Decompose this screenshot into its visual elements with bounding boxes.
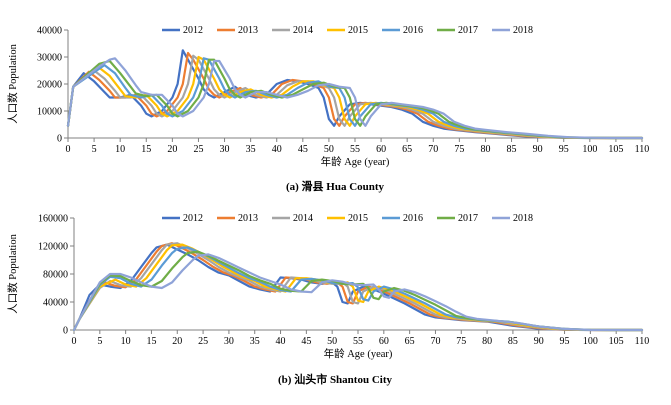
legend-item-2012: 2012: [162, 25, 203, 36]
y-tick-label: 0: [63, 326, 68, 337]
x-tick-label: 105: [608, 144, 623, 155]
legend-label: 2018: [513, 213, 533, 224]
x-tick-label: 60: [379, 336, 389, 347]
y-tick-label: 0: [57, 134, 62, 145]
series-line-2018: [66, 57, 644, 140]
y-tick-label: 30000: [37, 53, 62, 64]
y-tick-label: 120000: [38, 242, 68, 253]
legend-label: 2013: [238, 25, 258, 36]
legend-label: 2017: [458, 25, 478, 36]
x-tick-label: 90: [533, 144, 543, 155]
x-tick-label: 100: [583, 336, 598, 347]
legend-item-2014: 2014: [272, 25, 313, 36]
x-tick-label: 5: [97, 336, 102, 347]
legend-label: 2012: [183, 213, 203, 224]
x-tick-label: 5: [92, 144, 97, 155]
legend-label: 2016: [403, 25, 423, 36]
y-axis-title: 人口数 Population: [6, 233, 19, 313]
x-tick-label: 35: [246, 144, 256, 155]
legend-item-2018: 2018: [492, 213, 533, 224]
legend-label: 2013: [238, 213, 258, 224]
x-tick-label: 25: [198, 336, 208, 347]
legend-item-2013: 2013: [217, 213, 258, 224]
y-tick-label: 40000: [37, 26, 62, 37]
x-tick-label: 105: [609, 336, 624, 347]
x-tick-label: 90: [534, 336, 544, 347]
x-tick-label: 100: [582, 144, 597, 155]
legend-label: 2015: [348, 25, 368, 36]
y-tick-label: 160000: [38, 214, 68, 225]
legend-item-2014: 2014: [272, 213, 313, 224]
x-tick-label: 10: [121, 336, 131, 347]
x-tick-label: 20: [172, 336, 182, 347]
series-line-2017: [72, 250, 644, 332]
legend-item-2016: 2016: [382, 25, 423, 36]
x-tick-label: 85: [508, 336, 518, 347]
y-tick-label: 20000: [37, 80, 62, 91]
x-tick-label: 60: [376, 144, 386, 155]
legend-item-2013: 2013: [217, 25, 258, 36]
x-tick-label: 0: [66, 144, 71, 155]
x-tick-label: 110: [635, 144, 650, 155]
legend-label: 2012: [183, 25, 203, 36]
legend-label: 2014: [293, 213, 313, 224]
x-tick-label: 95: [559, 144, 569, 155]
x-tick-label: 10: [115, 144, 125, 155]
legend-item-2017: 2017: [437, 213, 478, 224]
x-tick-label: 80: [480, 144, 490, 155]
x-tick-label: 85: [507, 144, 517, 155]
x-axis-title: 年龄 Age (year): [321, 155, 390, 168]
panel-hua-county: 0 10000 20000 30000 40000 0 5 10 15 20 25 30 35 40 45 5…: [6, 25, 649, 193]
legend-label: 2017: [458, 213, 478, 224]
panel-caption: (a) 滑县 Hua County: [286, 179, 385, 193]
series-line-2018: [72, 253, 644, 332]
legend-item-2015: 2015: [327, 213, 368, 224]
x-tick-label: 30: [220, 144, 230, 155]
legend-item-2012: 2012: [162, 213, 203, 224]
x-tick-label: 55: [353, 336, 363, 347]
x-tick-label: 95: [560, 336, 570, 347]
x-tick-label: 65: [402, 144, 412, 155]
x-tick-label: 70: [428, 144, 438, 155]
legend-label: 2014: [293, 25, 313, 36]
x-tick-label: 50: [324, 144, 334, 155]
x-tick-label: 45: [298, 144, 308, 155]
y-tick-label: 80000: [43, 270, 68, 281]
x-tick-label: 40: [272, 144, 282, 155]
y-tick-label: 10000: [37, 107, 62, 118]
legend-item-2017: 2017: [437, 25, 478, 36]
x-tick-label: 20: [167, 144, 177, 155]
legend-item-2018: 2018: [492, 25, 533, 36]
x-tick-label: 80: [482, 336, 492, 347]
legend-item-2015: 2015: [327, 25, 368, 36]
legend-label: 2016: [403, 213, 423, 224]
x-tick-label: 40: [276, 336, 286, 347]
panel-shantou-city: 0 40000 80000 120000 160000 0 5 10 15 20 25 30 35 40 4…: [6, 213, 649, 386]
x-tick-label: 45: [301, 336, 311, 347]
x-tick-label: 25: [193, 144, 203, 155]
legend-label: 2015: [348, 213, 368, 224]
x-tick-label: 55: [350, 144, 360, 155]
x-tick-label: 70: [430, 336, 440, 347]
x-tick-label: 35: [250, 336, 260, 347]
legend-label: 2018: [513, 25, 533, 36]
y-tick-label: 40000: [43, 298, 68, 309]
series-line-2017: [66, 58, 644, 140]
x-tick-label: 50: [327, 336, 337, 347]
x-tick-label: 75: [454, 144, 464, 155]
x-tick-label: 15: [146, 336, 156, 347]
x-tick-label: 15: [141, 144, 151, 155]
legend-item-2016: 2016: [382, 213, 423, 224]
y-axis-title: 人口数 Population: [6, 43, 19, 123]
x-tick-label: 65: [405, 336, 415, 347]
panel-caption: (b) 汕头市 Shantou City: [278, 372, 392, 386]
x-tick-label: 110: [635, 336, 650, 347]
x-tick-label: 30: [224, 336, 234, 347]
x-axis-title: 年龄 Age (year): [324, 347, 393, 360]
x-tick-label: 75: [456, 336, 466, 347]
x-tick-label: 0: [72, 336, 77, 347]
